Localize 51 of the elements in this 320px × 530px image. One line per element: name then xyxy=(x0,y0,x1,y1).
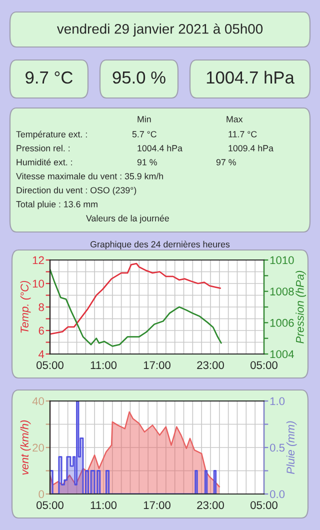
y-tick-label: 6 xyxy=(38,326,44,335)
x-tick-label: 11:00 xyxy=(90,361,117,370)
x-tick-label: 17:00 xyxy=(144,361,170,370)
y2-axis-title: Pression (hPa) xyxy=(296,270,306,344)
y2-axis-title: Pluie (mm) xyxy=(286,421,297,474)
y2-tick-label: 1.0 xyxy=(270,397,285,406)
y-tick-label: 20 xyxy=(32,444,44,452)
x-tick-label: 05:00 xyxy=(250,501,278,510)
text: 5.7 °C xyxy=(132,131,156,138)
text: Pression rel. : xyxy=(16,144,70,152)
y2-tick-label: 0.0 xyxy=(270,490,285,498)
x-tick-label: 23:00 xyxy=(197,361,224,370)
text: Direction du vent : OSO (239°) xyxy=(16,186,136,196)
y2-tick-label: 1008 xyxy=(270,288,294,296)
x-tick-label: 17:00 xyxy=(144,501,170,510)
line-series xyxy=(50,268,222,347)
text: 97 % xyxy=(216,159,236,166)
y-axis-title: vent (km/h) xyxy=(20,420,31,475)
text: Température ext. : xyxy=(16,130,87,140)
text: 11.7 °C xyxy=(228,131,257,138)
text: Min xyxy=(138,116,151,122)
x-tick-label: 05:00 xyxy=(250,361,278,370)
y2-tick-label: 1006 xyxy=(270,318,294,327)
y-axis-title: Temp. (°C) xyxy=(20,280,31,333)
text: Humidité ext. : xyxy=(16,158,72,166)
y2-tick-label: 0.5 xyxy=(270,444,285,452)
y-tick-label: 12 xyxy=(32,256,44,264)
x-tick-label: 11:00 xyxy=(90,501,117,510)
text: 1004.4 hPa xyxy=(138,144,182,152)
text: Total pluie : 13.6 mm xyxy=(16,200,98,210)
y-tick-label: 10 xyxy=(32,280,44,288)
line-series xyxy=(50,262,222,335)
y-tick-label: 4 xyxy=(38,350,44,358)
y2-tick-label: 1004 xyxy=(270,350,294,358)
text: Max xyxy=(226,116,243,122)
y-tick-label: 40 xyxy=(32,397,44,406)
x-tick-label: 23:00 xyxy=(197,501,224,510)
y-tick-label: 0 xyxy=(38,490,44,498)
y-tick-label: 8 xyxy=(38,303,44,312)
text: 9.7 °C xyxy=(26,71,73,84)
text: 95.0 % xyxy=(112,71,166,84)
text: 91 % xyxy=(137,159,157,166)
text: 1009.4 hPa xyxy=(228,144,274,152)
text: Vitesse maximale du vent : 35.9 km/h xyxy=(16,172,163,180)
x-tick-label: 05:00 xyxy=(36,501,64,510)
text: vendredi 29 janvier 2021 à 05h00 xyxy=(56,23,263,37)
y2-tick-label: 1010 xyxy=(270,256,294,264)
x-tick-label: 05:00 xyxy=(36,361,64,370)
text: 1004.7 hPa xyxy=(206,70,294,84)
chart-title: Graphique des 24 dernières heures xyxy=(90,240,230,250)
text: Valeurs de la journée xyxy=(86,214,169,224)
